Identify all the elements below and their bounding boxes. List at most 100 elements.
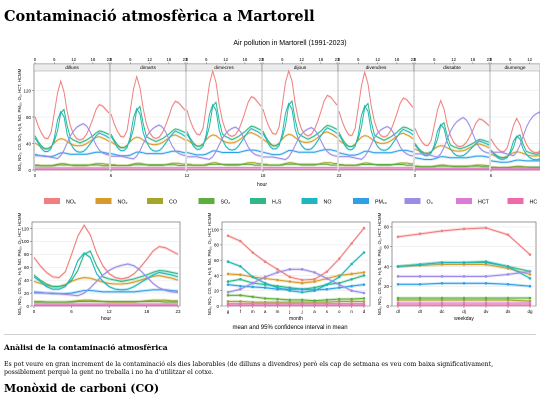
month-point	[350, 242, 353, 245]
month-point	[337, 275, 341, 279]
month-series-6	[227, 252, 365, 293]
weekday-point	[462, 275, 466, 278]
month-point	[276, 287, 279, 291]
top-series-6-diumenge	[490, 135, 540, 161]
top-ci-band	[491, 133, 540, 159]
day-strip-label: dilluns	[65, 65, 79, 71]
top-xlabel: hour	[257, 182, 267, 188]
month-point	[350, 262, 353, 266]
weekday-point	[528, 303, 532, 307]
weekday-xtick-label: dg	[527, 309, 533, 314]
month-point	[251, 275, 255, 279]
month-point	[337, 283, 341, 286]
weekday-point	[418, 296, 422, 300]
month-ytick-label: 40	[214, 273, 220, 278]
weekday-point	[528, 296, 532, 300]
weekday-point	[462, 227, 466, 231]
weekday-ci-band-6	[398, 259, 530, 280]
legend-swatch-10	[507, 198, 524, 204]
weekday-point	[440, 281, 444, 285]
weekday-ytick-label: 60	[384, 245, 390, 250]
month-point	[276, 303, 279, 307]
section-divider	[4, 334, 536, 335]
month-ytick-label: 0	[216, 304, 219, 309]
month-ci-band-7	[228, 283, 364, 292]
hour-ytick-label: 20	[24, 291, 30, 296]
legend-label-1: NOₓ	[66, 200, 76, 206]
month-point	[251, 303, 255, 307]
weekday-ytick-label: 80	[384, 225, 390, 230]
legend-label-10: HC	[530, 200, 538, 206]
hour-ci-band-8	[34, 262, 178, 298]
weekday-point	[484, 296, 488, 300]
month-point	[288, 298, 292, 302]
top-series-7-dimecres	[186, 149, 262, 156]
top-series-7-diumenge	[490, 159, 540, 163]
top-ci-band	[491, 149, 540, 159]
weekday-point	[440, 303, 444, 307]
month-point	[251, 285, 255, 289]
top-hour-tick-label: 12	[375, 57, 380, 62]
weekday-point	[396, 265, 400, 268]
weekday-point	[440, 301, 444, 305]
top-series-6-dilluns	[34, 110, 110, 153]
top-series-8-divendres	[339, 125, 414, 160]
month-point	[362, 291, 366, 295]
top-series-1-dimarts	[110, 74, 186, 140]
top-ci-band	[339, 131, 413, 148]
legend-label-4: SO₂	[221, 200, 231, 206]
month-point	[362, 297, 366, 300]
top-series-7-dimarts	[110, 150, 186, 157]
top-hour-tick-label: 23	[335, 57, 340, 62]
month-series-7	[227, 284, 365, 291]
top-series-8-dissabte	[415, 117, 490, 158]
top-hour-tick-label: 6	[509, 57, 512, 62]
month-point	[362, 283, 366, 286]
top-series-6-dimarts	[110, 107, 186, 152]
month-point	[263, 275, 267, 279]
month-point	[251, 251, 255, 254]
month-xtick-label: a	[313, 309, 316, 314]
top-ci-band	[35, 108, 109, 151]
hour-series-5	[33, 250, 179, 288]
weekday-point	[506, 298, 510, 302]
weekday-series-1	[397, 227, 531, 256]
weekday-point	[462, 301, 466, 305]
top-hour-tick-label: 12	[71, 57, 76, 62]
month-point	[337, 297, 341, 301]
weekday-point	[528, 273, 532, 276]
month-point	[362, 303, 366, 307]
month-point	[337, 257, 341, 260]
weekday-ylabel: NOₓ, NO₂, CO, SO₂, H₂S, NO, PM₁₀, O₃, HC…	[377, 212, 382, 315]
month-ytick-label: 20	[214, 289, 220, 294]
month-point	[276, 297, 279, 301]
weekday-xtick-label: dl	[396, 309, 400, 314]
month-frame	[221, 221, 371, 307]
top-hour-tick-label: 0	[414, 57, 417, 62]
weekday-point	[418, 263, 422, 266]
month-ytick-label: 80	[214, 243, 220, 248]
month-point	[239, 273, 242, 276]
weekday-point	[440, 296, 444, 300]
top-hour-tick-label: 0	[34, 57, 37, 62]
weekday-point	[506, 265, 510, 268]
month-point	[239, 277, 242, 281]
month-point	[362, 300, 366, 303]
month-point	[288, 303, 292, 307]
month-point	[226, 283, 230, 286]
page-title: Contaminació atmosfèrica a Martorell	[4, 8, 315, 25]
top-xtick-label: 6	[490, 173, 493, 178]
top-series-8-dilluns	[35, 123, 110, 160]
month-xtick-label: m	[251, 309, 255, 314]
weekday-point	[396, 282, 400, 286]
weekday-point	[484, 303, 488, 307]
month-point	[288, 275, 292, 279]
weekday-point	[440, 229, 444, 233]
top-hour-tick-label: 18	[167, 57, 172, 62]
month-point	[239, 239, 242, 243]
month-point	[300, 303, 304, 307]
month-point	[239, 303, 242, 307]
month-point	[325, 287, 329, 291]
top-ci-band	[111, 133, 185, 149]
month-point	[325, 298, 329, 302]
